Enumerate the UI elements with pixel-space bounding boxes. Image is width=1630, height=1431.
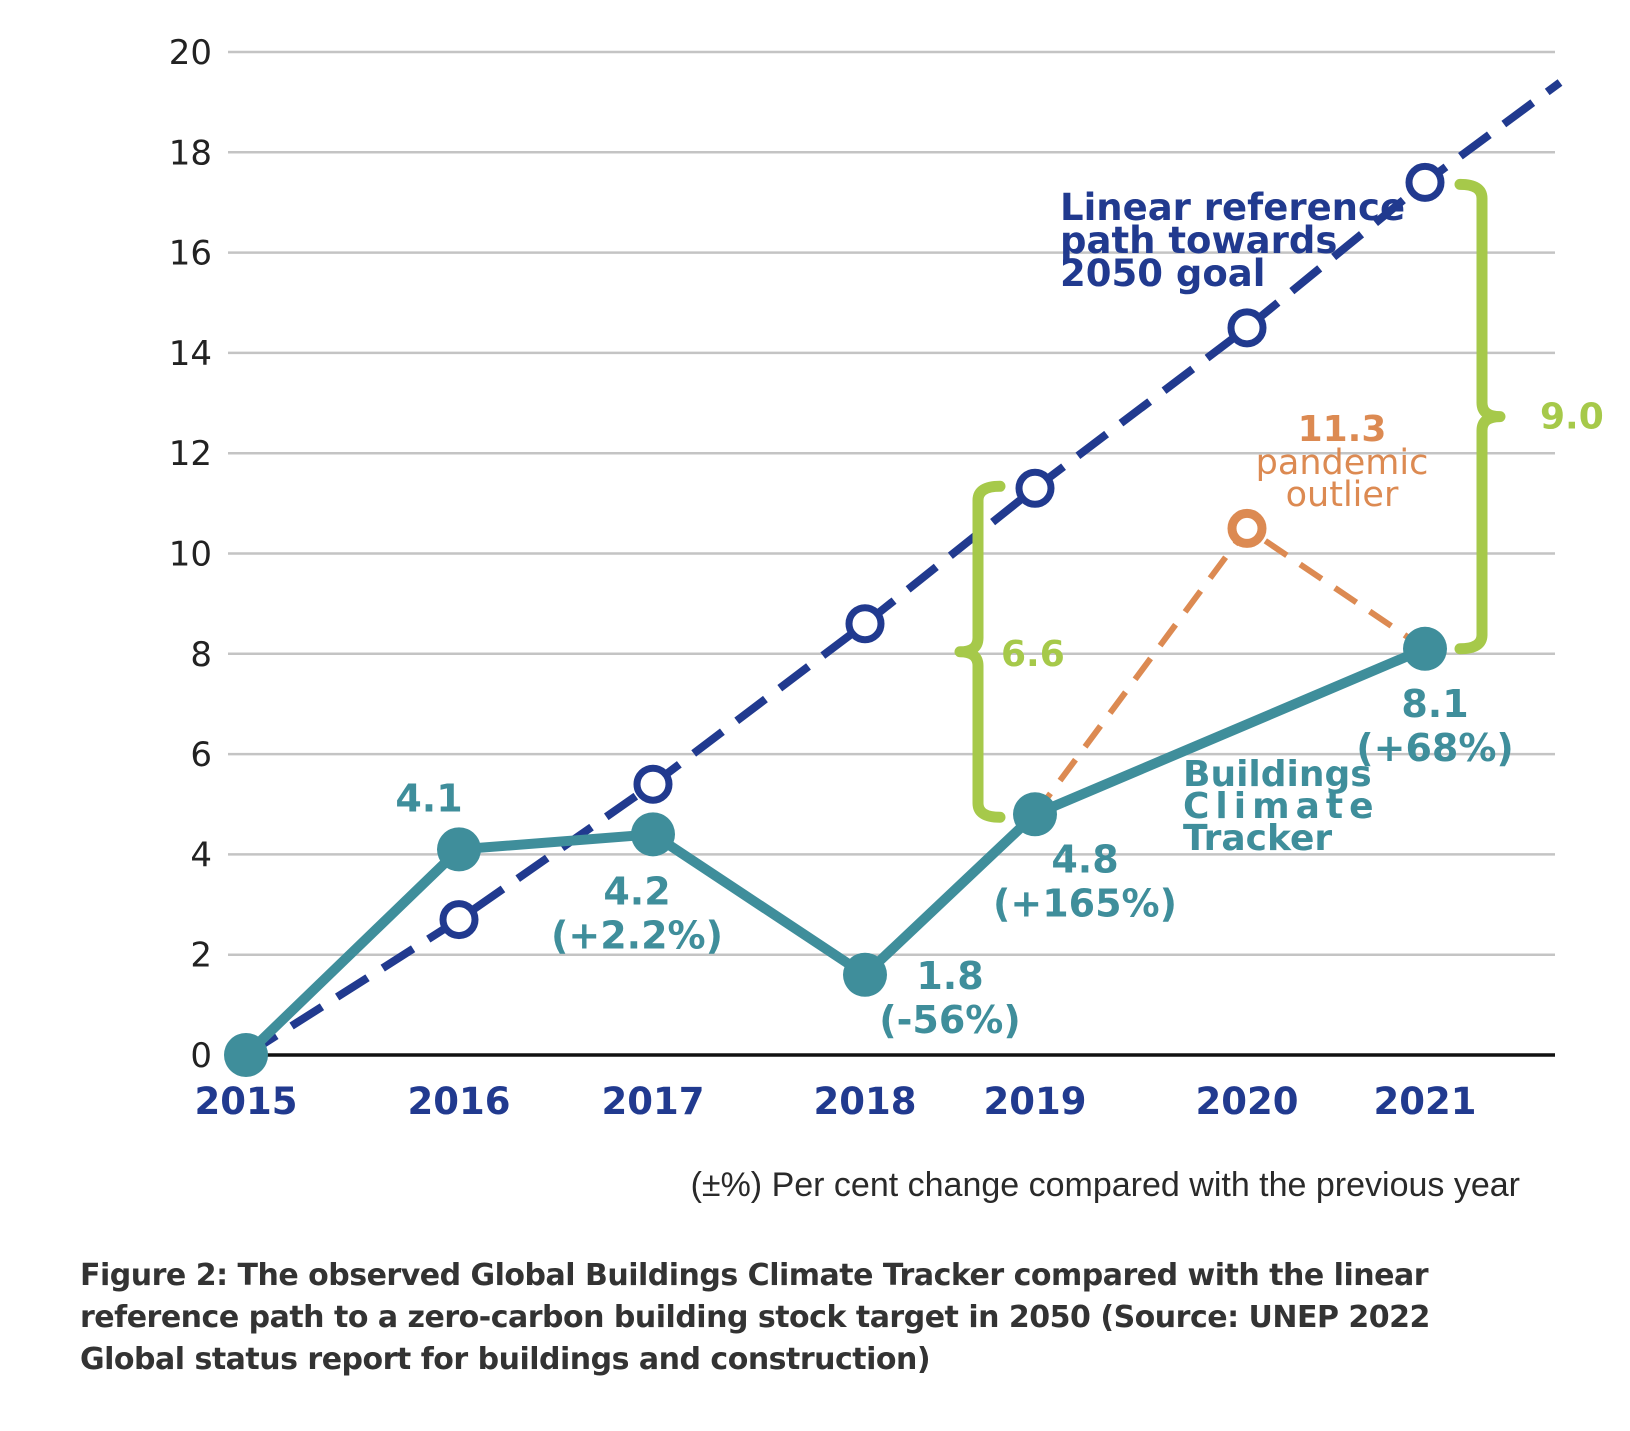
point-label-2019-change: (+165%)	[993, 881, 1177, 925]
point-label-2021-change: (+68%)	[1356, 726, 1514, 770]
figure-caption: Figure 2: The observed Global Buildings …	[80, 1258, 1430, 1377]
y-tick-label-16: 16	[169, 234, 212, 274]
point-label-2021-value: 8.1	[1401, 682, 1468, 726]
y-tick-label-12: 12	[169, 434, 212, 474]
reference-path-line	[243, 79, 1563, 1059]
point-label-2016-value: 4.1	[395, 776, 462, 820]
reference-series-label-line-3: 2050 goal	[1060, 252, 1265, 295]
reference-series-label-line-2: path towards	[1060, 219, 1337, 262]
tracker-line	[242, 644, 1427, 1059]
reference-series-label-line-1: Linear reference	[1060, 186, 1405, 229]
y-tick-label-20: 20	[169, 33, 212, 73]
y-tick-label-6: 6	[190, 735, 212, 775]
x-tick-label-2021: 2021	[1374, 1080, 1477, 1123]
x-tick-label-2019: 2019	[984, 1080, 1087, 1123]
y-tick-label-18: 18	[169, 133, 212, 173]
gap-brace-2021	[1454, 178, 1506, 655]
tracker-point-2021	[1403, 626, 1447, 671]
y-tick-label-4: 4	[190, 835, 212, 875]
gap-brace-2019	[954, 480, 1006, 823]
tracker-point-2018	[843, 952, 887, 997]
y-tick-label-8: 8	[190, 635, 212, 675]
reference-point-2021	[1405, 162, 1445, 202]
point-label-2018-change: (-56%)	[879, 998, 1020, 1042]
y-tick-label-10: 10	[169, 535, 212, 575]
tracker-series-label-line-3: Tracker	[1183, 818, 1332, 859]
x-tick-label-2017: 2017	[602, 1080, 705, 1123]
reference-point-2019	[1015, 468, 1055, 508]
outlier-point-2020	[1227, 508, 1267, 548]
y-tick-label-2: 2	[190, 936, 212, 976]
point-label-2017-value: 4.2	[603, 869, 670, 913]
reference-point-2016	[439, 900, 479, 940]
x-tick-label-2020: 2020	[1196, 1080, 1299, 1123]
x-tick-label-2016: 2016	[408, 1080, 511, 1123]
tracker-point-2016	[437, 827, 481, 872]
outlier-series-label-line-1: pandemic	[1256, 443, 1429, 483]
outlier-series-label-line-2: outlier	[1286, 475, 1399, 515]
reference-point-2020	[1227, 308, 1267, 348]
tracker-series-label-line-2: Climate	[1183, 786, 1380, 827]
x-tick-label-2015: 2015	[195, 1080, 298, 1123]
tracker-point-2015	[224, 1033, 268, 1077]
point-label-2017-change: (+2.2%)	[551, 913, 723, 957]
y-tick-label-0: 0	[190, 1036, 212, 1076]
y-tick-label-14: 14	[169, 334, 212, 374]
outlier-value-label: 11.3	[1298, 409, 1387, 450]
point-label-2019-value: 4.8	[1051, 837, 1118, 881]
point-label-2018-value: 1.8	[916, 954, 983, 998]
reference-point-2017	[633, 764, 673, 804]
gap-label-2021: 9.0	[1540, 397, 1604, 438]
tracker-series-label-line-1: Buildings	[1183, 754, 1372, 795]
tracker-point-2019	[1013, 792, 1057, 837]
tracker-point-2017	[631, 812, 675, 857]
gap-label-2019: 6.6	[1001, 634, 1065, 675]
percent-change-note: (±%) Per cent change compared with the p…	[690, 1166, 1520, 1204]
x-tick-label-2018: 2018	[814, 1080, 917, 1123]
reference-point-2018	[845, 604, 885, 644]
